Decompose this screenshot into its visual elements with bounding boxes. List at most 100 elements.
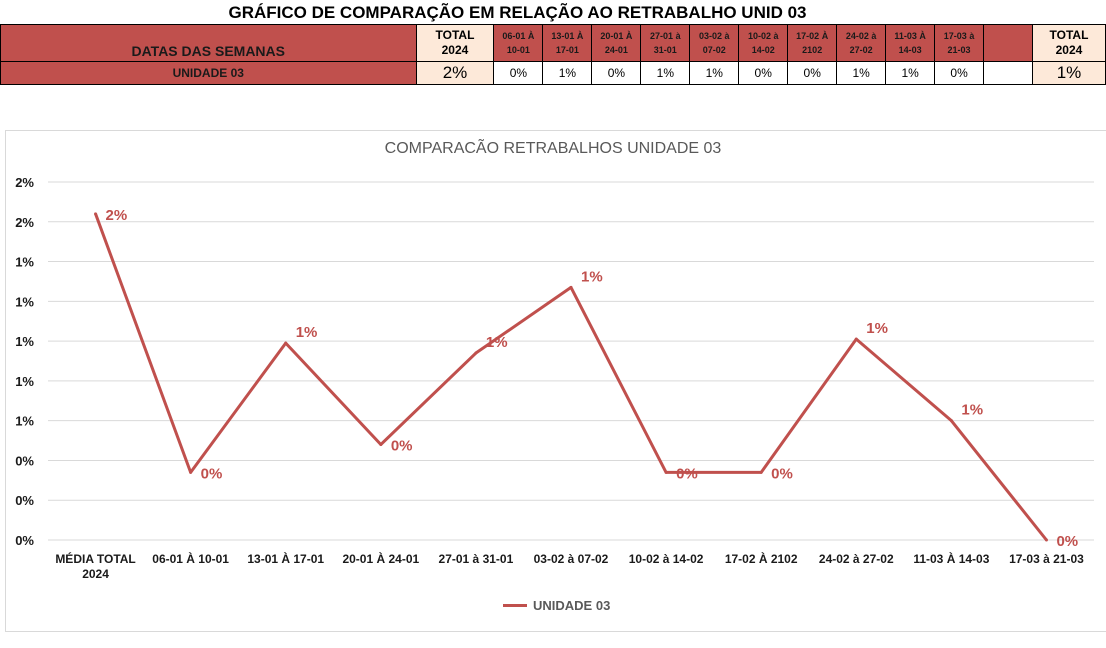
series-layer: 2% 0% 1% 0% 1% 1% 0% 0% 1% 1% 0% [94,207,1078,550]
week-header-line-2: 27-02 [849,45,873,55]
week-value: 0% [754,66,772,80]
week-header-cell[interactable]: 20-01 À 24-01 [591,24,642,62]
week-value: 1% [852,66,870,80]
y-tick-label: 1% [15,334,34,349]
y-tick-label: 1% [15,374,34,389]
week-header-cell[interactable]: 27-01 à 31-01 [640,24,691,62]
gridlines [48,181,1094,541]
week-value: 0% [509,66,528,80]
row-total-first: 2% [442,63,468,82]
week-header-cell[interactable]: 13-01 À 17-01 [542,24,593,62]
x-tick-label: 27-01 à 31-01 [439,552,514,566]
week-header-line-1: 03-02 à [699,31,730,41]
legend-label: UNIDADE 03 [533,598,611,613]
week-value-cell[interactable]: 0% [493,61,544,85]
data-point[interactable] [1044,538,1048,542]
week-header-line-1: 13-01 À [551,31,584,41]
header-row: DATAS DAS SEMANAS TOTAL 2024 06-01 À 10-01… [0,24,1106,62]
header-empty-cell[interactable] [983,24,1033,62]
week-header-cell[interactable]: 17-02 À 2102 [787,24,838,62]
x-tick-label: 11-03 À 14-03 [913,551,989,566]
row-total-first-cell[interactable]: 2% [415,61,495,85]
week-value: 1% [901,66,919,80]
data-point[interactable] [569,285,573,289]
total-label-line-2: 2024 [441,43,469,57]
y-tick-label: 1% [15,294,34,309]
value-row: UNIDADE 03 2% 0% 1% 0% 1% 1% 0% 0% 1% 1% 0% 1% [0,61,1106,85]
data-point[interactable] [94,212,98,216]
y-tick-label: 1% [15,255,34,270]
data-point[interactable] [759,470,763,474]
x-tick-label: 17-03 à 21-03 [1009,552,1084,566]
week-header-line-2: 14-02 [751,45,775,55]
week-header-cell[interactable]: 17-03 à 21-03 [934,24,985,62]
week-value-cell[interactable]: 0% [934,61,985,85]
summary-table: DATAS DAS SEMANAS TOTAL 2024 06-01 À 10-01… [0,24,1106,85]
header-total-cell-2[interactable]: TOTAL 2024 [1031,24,1106,62]
total-label-line-1: TOTAL [1049,28,1089,42]
week-header-line-1: 17-03 à [943,31,975,41]
row-total-last-cell[interactable]: 1% [1031,61,1106,85]
week-value-cell[interactable]: 1% [689,61,740,85]
week-value: 0% [803,66,821,80]
week-header-cell[interactable]: 10-02 à 14-02 [738,24,789,62]
x-tick-label: 10-02 à 14-02 [629,552,704,566]
week-value: 0% [607,66,626,80]
week-value-cell[interactable]: 1% [542,61,593,85]
y-tick-label: 0% [15,533,34,548]
week-header-line-1: 17-02 À [796,31,829,41]
x-tick-label: 24-02 à 27-02 [819,552,894,566]
data-label: 0% [1056,533,1078,550]
data-point[interactable] [474,351,478,355]
x-tick-label: 03-02 à 07-02 [534,552,609,566]
data-point[interactable] [949,419,953,423]
y-axis-ticks: 0% 0% 0% 1% 1% 1% 1% 1% 2% 2% [15,175,34,548]
week-header-line-1: 10-02 à [747,31,779,41]
legend: UNIDADE 03 [503,598,610,613]
week-header-line-2: 10-01 [506,45,530,55]
week-value-cell[interactable]: 1% [640,61,691,85]
week-header-line-2: 14-03 [898,45,922,55]
week-header-cell[interactable]: 11-03 À 14-03 [885,24,936,62]
header-label: DATAS DAS SEMANAS [131,43,286,59]
week-value-cell[interactable]: 1% [836,61,887,85]
week-value: 0% [950,66,968,80]
y-tick-label: 0% [15,493,34,508]
week-value-cell[interactable]: 0% [787,61,838,85]
week-value-cell[interactable]: 1% [885,61,936,85]
y-tick-label: 1% [15,414,34,429]
x-tick-label: 17-02 À 2102 [725,551,798,566]
x-tick-label: MÉDIA TOTAL [55,551,135,566]
data-label: 0% [771,465,793,482]
week-header-cell[interactable]: 06-01 À 10-01 [493,24,544,62]
week-header-cell[interactable]: 03-02 à 07-02 [689,24,740,62]
data-point[interactable] [189,470,193,474]
row-label-cell[interactable]: UNIDADE 03 [0,61,417,85]
y-tick-label: 2% [15,175,34,190]
series-line[interactable] [94,213,1048,541]
week-header-cell[interactable]: 24-02 à 27-02 [836,24,887,62]
week-header-line-2: 07-02 [702,45,726,55]
week-value-cell[interactable]: 0% [591,61,642,85]
data-point[interactable] [854,337,858,341]
data-label: 0% [391,438,413,455]
row-total-last: 1% [1056,63,1082,82]
week-value-cell[interactable]: 0% [738,61,789,85]
data-point[interactable] [664,470,668,474]
row-label: UNIDADE 03 [172,66,244,80]
chart-title: COMPARACÃO RETRABALHOS UNIDADE 03 [384,140,722,157]
week-value: 1% [656,66,674,80]
x-tick-label: 2024 [82,567,109,581]
data-point[interactable] [284,341,288,345]
week-header-line-1: 20-01 À [600,31,633,41]
week-header-line-2: 2102 [802,45,823,55]
data-label: 0% [676,465,698,482]
header-label-cell[interactable]: DATAS DAS SEMANAS [0,24,417,62]
data-label: 1% [581,268,603,285]
header-total-cell[interactable]: TOTAL 2024 [415,24,495,62]
data-point[interactable] [379,443,383,447]
y-tick-label: 0% [15,453,34,468]
week-header-line-2: 31-01 [653,45,677,55]
